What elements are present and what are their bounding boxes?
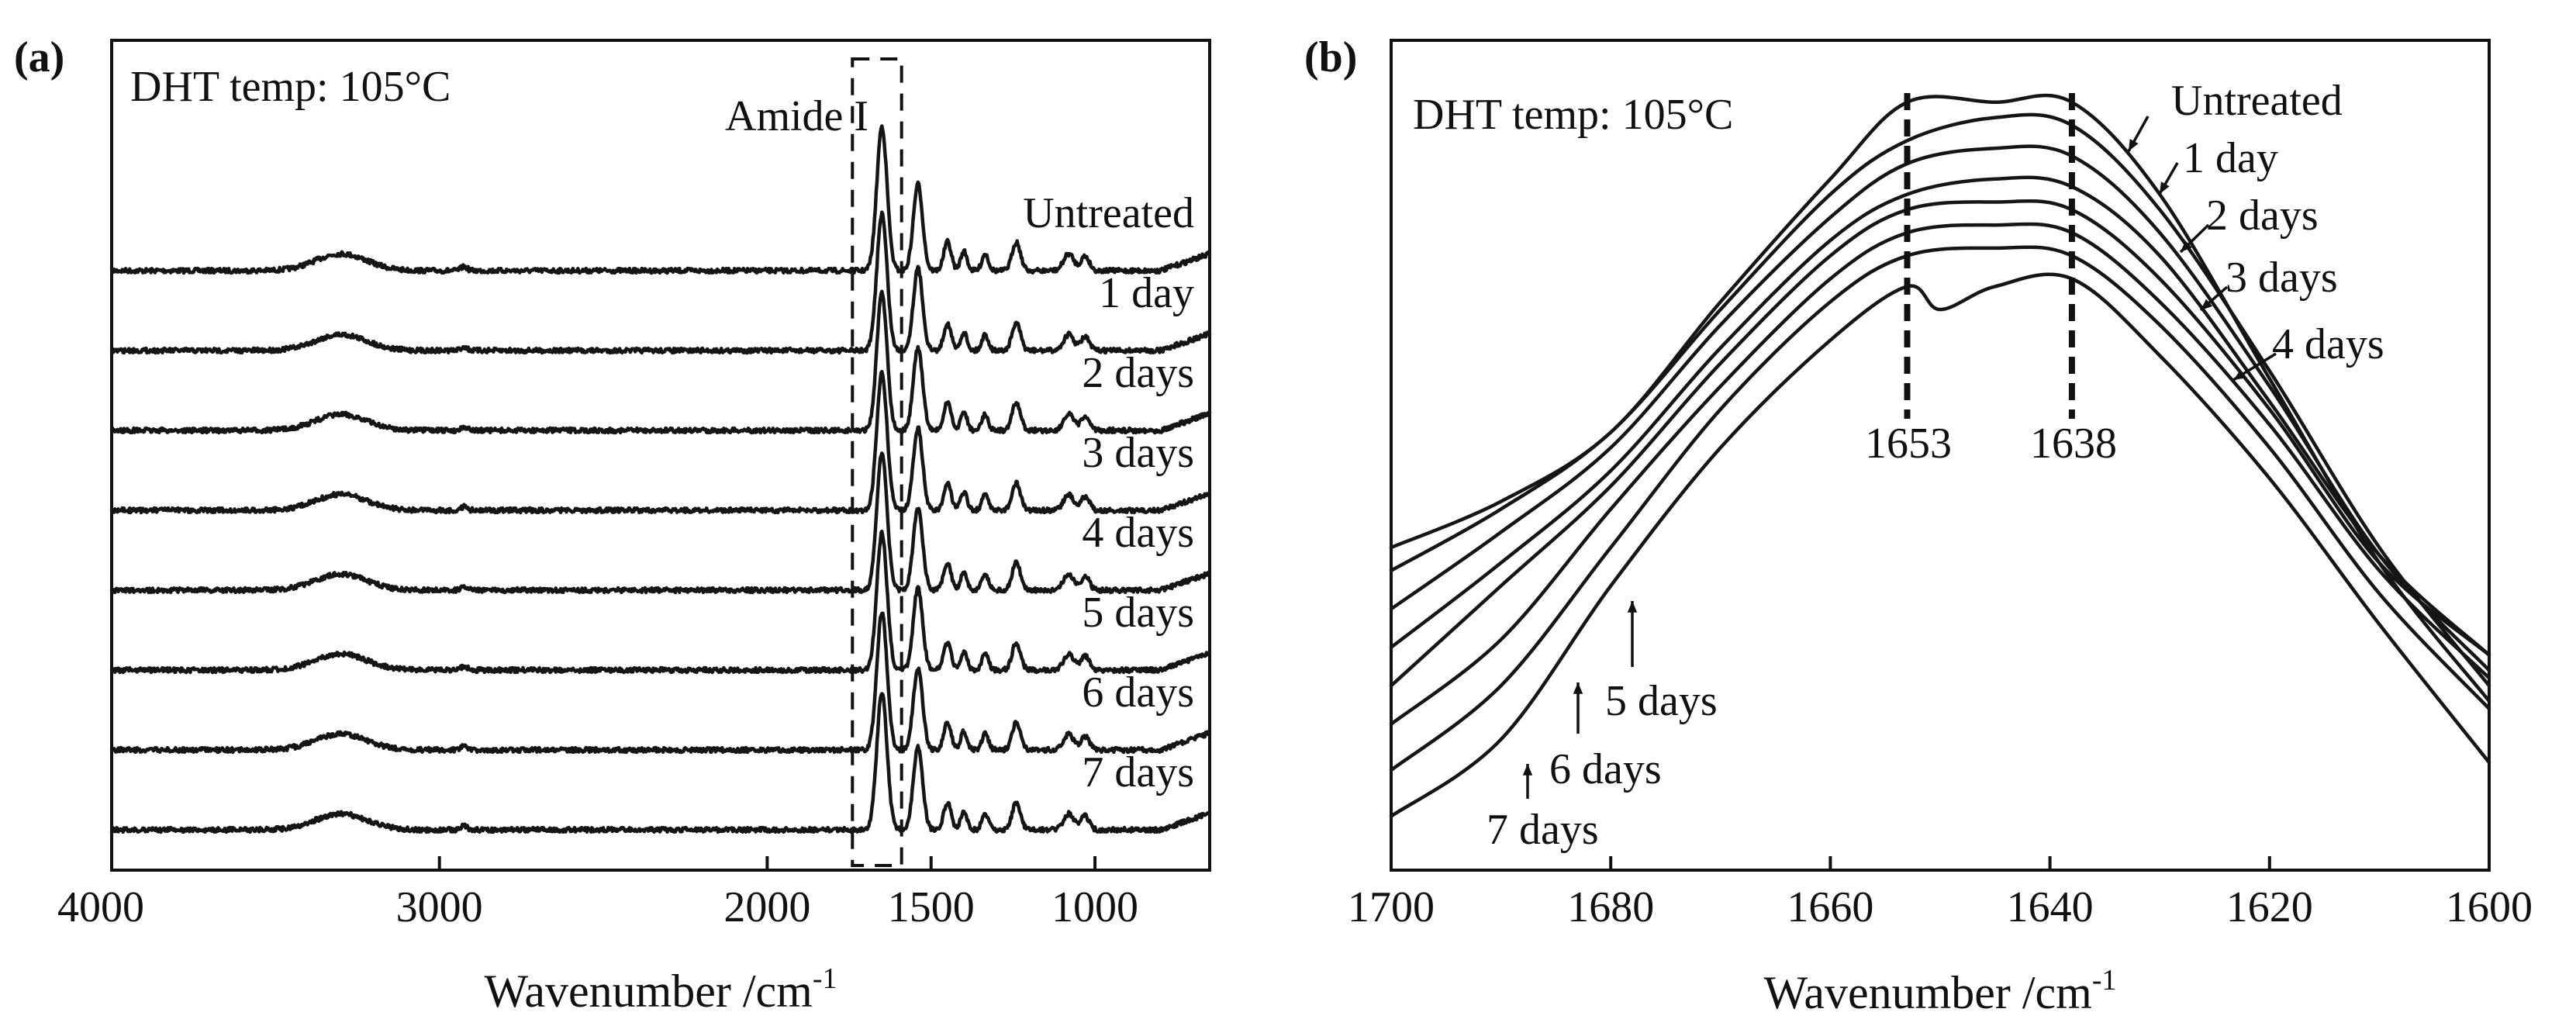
- panel-b-series-line: [1389, 245, 2491, 772]
- panel-b-arrowhead: [1573, 682, 1583, 694]
- panel-b-label: (b): [1304, 33, 1357, 81]
- panel-a-series-label: 2 days: [1082, 349, 1194, 397]
- panel-b-arrowhead: [2160, 181, 2170, 194]
- panel-b-x-tick-label: 1600: [2446, 883, 2533, 931]
- panel-a-amide-label: Amide I: [725, 92, 868, 140]
- panel-b-series-label: 5 days: [1605, 677, 1718, 725]
- panel-a-series-line: [109, 692, 1212, 834]
- panel-a-series-label: 1 day: [1099, 269, 1194, 317]
- panel-a-label: (a): [14, 33, 64, 81]
- panel-b-peak-markers: [1904, 93, 2075, 419]
- panel-b-arrowhead: [2129, 139, 2139, 151]
- panel-a-x-tick-label: 3000: [396, 883, 483, 931]
- panel-a-series: [109, 124, 1212, 834]
- panel-a-series-line: [109, 289, 1212, 435]
- panel-b-series-labels: Untreated 1 day 2 days 3 days 4 days 5 days 6 …: [1487, 77, 2384, 854]
- panel-a-series-label: 6 days: [1082, 669, 1194, 717]
- panel-a-amide-box: [851, 57, 903, 867]
- panel-a-series-label: 3 days: [1082, 429, 1194, 477]
- panel-b-series-line: [1389, 175, 2491, 657]
- panel-a-series-label: 4 days: [1082, 509, 1194, 557]
- panel-b-x-tick-label: 1620: [2226, 883, 2313, 931]
- panel-a-x-tick-label: 4000: [57, 883, 144, 931]
- panel-b-arrowhead: [2201, 299, 2213, 310]
- panel-b-annotation: DHT temp: 105°C: [1413, 91, 1733, 139]
- panel-b-x-tick-label: 1700: [1348, 883, 1435, 931]
- panel-a-x-tick-label: 1000: [1051, 883, 1138, 931]
- panel-a-x-tick-label: 2000: [723, 883, 810, 931]
- panel-b-peak-label: 1638: [2030, 420, 2117, 468]
- panel-a-series-line: [109, 369, 1212, 515]
- panel-a-series-line: [109, 451, 1212, 595]
- panel-a-series-labels: Untreated 1 day 2 days 3 days 4 days 5 days 6 …: [1023, 189, 1194, 796]
- panel-a-series-line: [109, 611, 1212, 755]
- panel-b-arrowhead: [2181, 240, 2192, 252]
- panel-a-series-line: [109, 529, 1212, 675]
- panel-a-annotation: DHT temp: 105°C: [130, 63, 451, 111]
- panel-b-series-label: Untreated: [2171, 77, 2343, 125]
- panel-b-peak-label: 1653: [1865, 420, 1952, 468]
- panel-a-x-ticks: 4000 3000 2000 1500 1000: [57, 856, 1138, 931]
- panel-b-series-line: [1389, 272, 2491, 818]
- panel-b-x-tick-label: 1640: [2007, 883, 2094, 931]
- panel-a-series-line: [109, 124, 1212, 275]
- panel-b-series-line: [1389, 144, 2491, 672]
- panel-a: (a) DHT temp: 105°C Amide I 4000 3000 2000…: [14, 33, 1212, 1017]
- panel-b-series-label: 4 days: [2272, 320, 2384, 368]
- panel-b-series-label: 6 days: [1549, 745, 1662, 793]
- panel-a-series-label: 5 days: [1082, 589, 1194, 637]
- panel-b: (b) DHT temp: 105°C 1700 1680 1660 1640 1620…: [1304, 33, 2533, 1018]
- panel-b-series-line: [1389, 199, 2491, 688]
- panel-b-series-label: 7 days: [1487, 806, 1599, 854]
- panel-a-plot-frame: [110, 39, 1211, 872]
- panel-a-x-axis-title: Wavenumber /cm-1: [485, 962, 837, 1017]
- panel-b-x-tick-label: 1680: [1567, 883, 1654, 931]
- panel-b-series-line: [1389, 222, 2491, 726]
- panel-b-series-label: 2 days: [2206, 192, 2319, 240]
- panel-a-series-label: 7 days: [1082, 748, 1194, 796]
- panel-b-x-ticks: 1700 1680 1660 1640 1620 1600: [1348, 856, 2533, 931]
- panel-b-x-tick-label: 1660: [1787, 883, 1873, 931]
- panel-b-arrowhead: [1522, 764, 1533, 776]
- panel-b-arrowhead: [1627, 601, 1638, 613]
- panel-b-x-axis-title: Wavenumber /cm-1: [1764, 964, 2117, 1018]
- panel-b-series: [1389, 93, 2491, 818]
- panel-b-series-label: 1 day: [2183, 134, 2278, 182]
- panel-b-series-label: 3 days: [2226, 254, 2338, 302]
- panel-a-amide-region-box: [851, 57, 903, 867]
- panel-a-x-tick-label: 1500: [888, 883, 975, 931]
- panel-b-plot-frame: [1390, 39, 2491, 872]
- panel-a-series-label: Untreated: [1023, 189, 1194, 237]
- panel-a-series-line: [109, 210, 1212, 355]
- panel-b-series-line: [1389, 112, 2491, 688]
- panel-b-arrowhead: [2233, 369, 2246, 380]
